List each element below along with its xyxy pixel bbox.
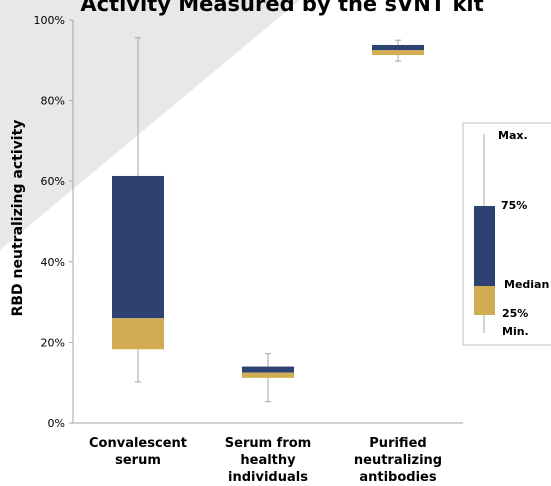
category-label: healthy	[240, 453, 296, 468]
box-upper	[112, 175, 164, 319]
box-upper	[372, 44, 424, 51]
box-3	[372, 39, 424, 62]
legend: Max. 75% Median 25% Min.	[462, 122, 551, 346]
legend-q3-label: 75%	[501, 199, 527, 212]
category-label: Serum from	[225, 436, 311, 451]
y-axis-label: RBD neutralizing activity	[10, 120, 26, 317]
category-label: serum	[115, 453, 161, 468]
box-1	[112, 37, 164, 383]
y-tick-label: 0%	[48, 417, 65, 430]
box-lower	[372, 50, 424, 56]
box-lower	[242, 372, 294, 378]
y-tick-label: 80%	[41, 95, 65, 108]
y-tick-label: 100%	[34, 14, 65, 27]
category-label: Purified	[369, 436, 426, 451]
category-label: Convalescent	[89, 436, 187, 451]
legend-q1-label: 25%	[502, 307, 528, 320]
legend-median-label: Median	[504, 278, 549, 291]
legend-max-label: Max.	[498, 129, 528, 142]
y-tick-label: 40%	[41, 256, 65, 269]
box-lower	[112, 318, 164, 350]
legend-lower-box	[474, 286, 495, 315]
box-2	[242, 353, 294, 403]
chart-title: Activity Measured by the sVNT kit	[80, 0, 483, 16]
category-label: antibodies	[359, 470, 437, 485]
y-tick-label: 20%	[41, 336, 65, 349]
box-upper	[242, 366, 294, 373]
y-tick-label: 60%	[41, 175, 65, 188]
legend-min-label: Min.	[502, 325, 529, 338]
category-label: individuals	[228, 470, 308, 485]
background-banner	[0, 0, 300, 250]
legend-upper-box	[474, 206, 495, 286]
category-label: neutralizing	[354, 453, 442, 468]
